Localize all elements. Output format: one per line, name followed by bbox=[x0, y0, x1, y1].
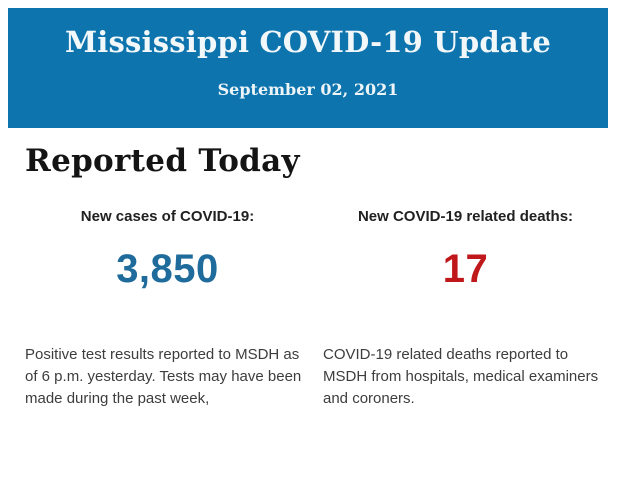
header-banner: Mississippi COVID-19 Update September 02… bbox=[8, 8, 608, 128]
section-heading: Reported Today bbox=[25, 143, 300, 179]
stat-new-deaths: New COVID-19 related deaths: 17 COVID-19… bbox=[323, 208, 608, 410]
stats-grid: New cases of COVID-19: 3,850 Positive te… bbox=[25, 208, 620, 410]
stat-new-cases: New cases of COVID-19: 3,850 Positive te… bbox=[25, 208, 310, 410]
report-date: September 02, 2021 bbox=[217, 80, 399, 99]
new-deaths-label: New COVID-19 related deaths: bbox=[357, 208, 574, 225]
new-cases-description: Positive test results reported to MSDH a… bbox=[25, 346, 302, 407]
new-deaths-value: 17 bbox=[442, 247, 489, 291]
new-cases-value: 3,850 bbox=[116, 247, 219, 291]
new-cases-label: New cases of COVID-19: bbox=[80, 208, 255, 225]
page-title: Mississippi COVID-19 Update bbox=[64, 25, 552, 59]
new-deaths-description: COVID-19 related deaths reported to MSDH… bbox=[323, 346, 599, 407]
main-content: Reported Today New cases of COVID-19: 3,… bbox=[0, 143, 620, 410]
